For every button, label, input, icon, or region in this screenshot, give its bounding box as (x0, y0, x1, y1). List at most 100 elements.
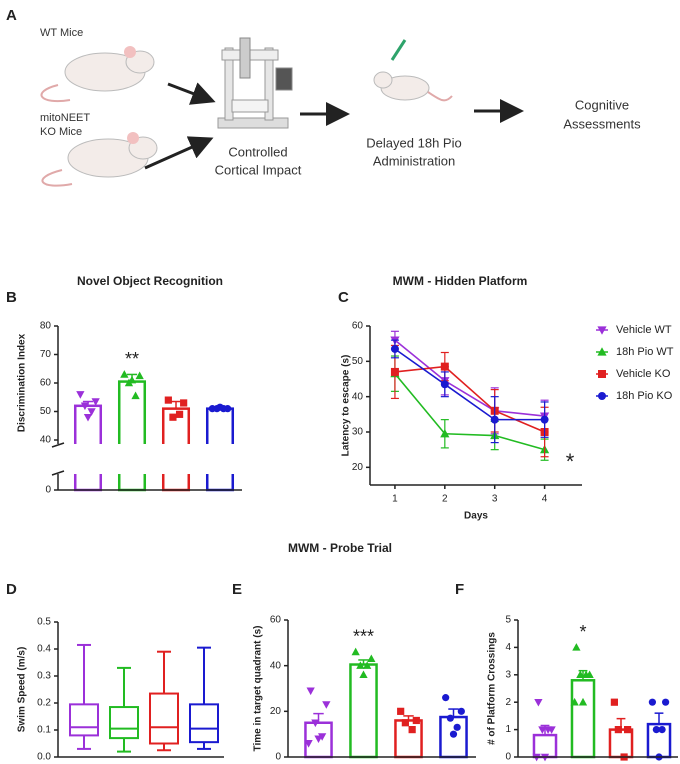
axis-break (51, 442, 65, 448)
y-tick-label: 20 (270, 706, 282, 717)
legend-label: 18h Pio WT (616, 346, 674, 358)
rat-icon (373, 39, 453, 102)
data-point (449, 730, 458, 738)
x-tick-label: 3 (492, 494, 498, 505)
y-tick-label: 40 (40, 435, 52, 446)
data-point (367, 654, 376, 663)
data-point (359, 670, 368, 679)
chart-title: Novel Object Recognition (77, 274, 223, 288)
y-tick-label: 40 (270, 660, 282, 671)
step-label: Delayed 18h Pio (366, 135, 461, 150)
data-point (87, 408, 96, 416)
y-tick-label: 40 (352, 391, 364, 402)
data-point (180, 399, 188, 407)
panel-letter: A (6, 7, 17, 24)
data-point (440, 428, 450, 438)
data-point (120, 370, 129, 378)
ko-label: mitoNEET (40, 112, 90, 124)
y-tick-label: 20 (352, 462, 364, 473)
y-tick-label: 50 (352, 356, 364, 367)
box (109, 706, 139, 740)
ko-label: KO Mice (40, 126, 82, 138)
significance: * (566, 449, 575, 474)
panel-letter: D (6, 581, 17, 598)
mouse-icon (40, 46, 155, 103)
y-axis-label: Swim Speed (m/s) (17, 647, 28, 733)
y-tick-label: 60 (352, 321, 364, 332)
data-point (453, 723, 461, 731)
data-point (169, 413, 177, 421)
significance: * (579, 622, 586, 642)
chart-title: MWM - Hidden Platform (393, 274, 528, 288)
y-axis-label: Time in target quadrant (s) (253, 626, 264, 752)
data-point (457, 707, 465, 715)
data-point (76, 391, 85, 399)
y-tick-label: 0.0 (37, 752, 51, 763)
legend-marker (597, 326, 607, 335)
data-point (614, 726, 622, 734)
data-point (216, 403, 224, 411)
y-tick-label: 2 (505, 697, 511, 708)
data-point (662, 698, 670, 706)
y-axis-label: Discrimination Index (17, 333, 28, 432)
data-point (440, 380, 449, 389)
data-point (534, 698, 543, 707)
series-line (394, 339, 545, 417)
series-line (394, 365, 545, 433)
arrow (144, 136, 214, 170)
box (189, 703, 219, 744)
y-tick-label: 0 (45, 485, 51, 496)
y-tick-label: 5 (505, 615, 511, 626)
data-point (408, 726, 416, 734)
y-tick-label: 0 (505, 752, 511, 763)
legend-marker (598, 370, 606, 378)
data-point (538, 726, 547, 734)
data-point (304, 740, 313, 748)
data-point (658, 726, 666, 734)
y-tick-label: 3 (505, 669, 511, 680)
data-point (440, 362, 449, 371)
data-point (351, 647, 360, 656)
y-tick-label: 60 (40, 378, 52, 389)
step-label: Administration (373, 153, 455, 168)
arrow (167, 82, 216, 105)
x-tick-label: 4 (542, 494, 548, 505)
legend-label: Vehicle WT (616, 324, 672, 336)
legend-label: Vehicle KO (616, 368, 671, 380)
data-point (543, 726, 553, 734)
y-tick-label: 0.1 (37, 725, 51, 736)
panel-letter: F (455, 581, 464, 598)
y-tick-label: 50 (40, 406, 52, 417)
data-point (581, 670, 591, 679)
data-point (363, 661, 372, 669)
data-point (80, 402, 90, 411)
x-tick-label: 1 (392, 494, 398, 505)
data-point (322, 701, 331, 709)
y-axis-label: Latency to escape (s) (341, 355, 352, 457)
box (69, 703, 99, 737)
data-point (390, 367, 399, 376)
significance: ** (125, 349, 139, 369)
data-point (578, 697, 588, 706)
data-point (311, 719, 320, 728)
x-tick-label: 2 (442, 494, 448, 505)
data-point (127, 375, 137, 384)
panel-a: A WT Mice mitoNEET KO Mice Controlled (6, 7, 641, 187)
data-point (83, 413, 93, 422)
bar (532, 733, 558, 759)
step-label: Assessments (563, 116, 641, 131)
y-tick-label: 30 (352, 427, 364, 438)
y-tick-label: 80 (40, 321, 52, 332)
step-label: Controlled (228, 144, 287, 159)
data-point (648, 698, 656, 706)
data-point (135, 371, 144, 380)
y-axis-label: # of Platform Crossings (487, 632, 498, 745)
axis-break (51, 470, 65, 476)
data-point (446, 714, 454, 722)
data-point (356, 661, 365, 669)
section-title: MWM - Probe Trial (288, 541, 392, 555)
y-tick-label: 0.4 (37, 644, 51, 655)
box (149, 692, 179, 745)
panel-letter: B (6, 289, 17, 306)
